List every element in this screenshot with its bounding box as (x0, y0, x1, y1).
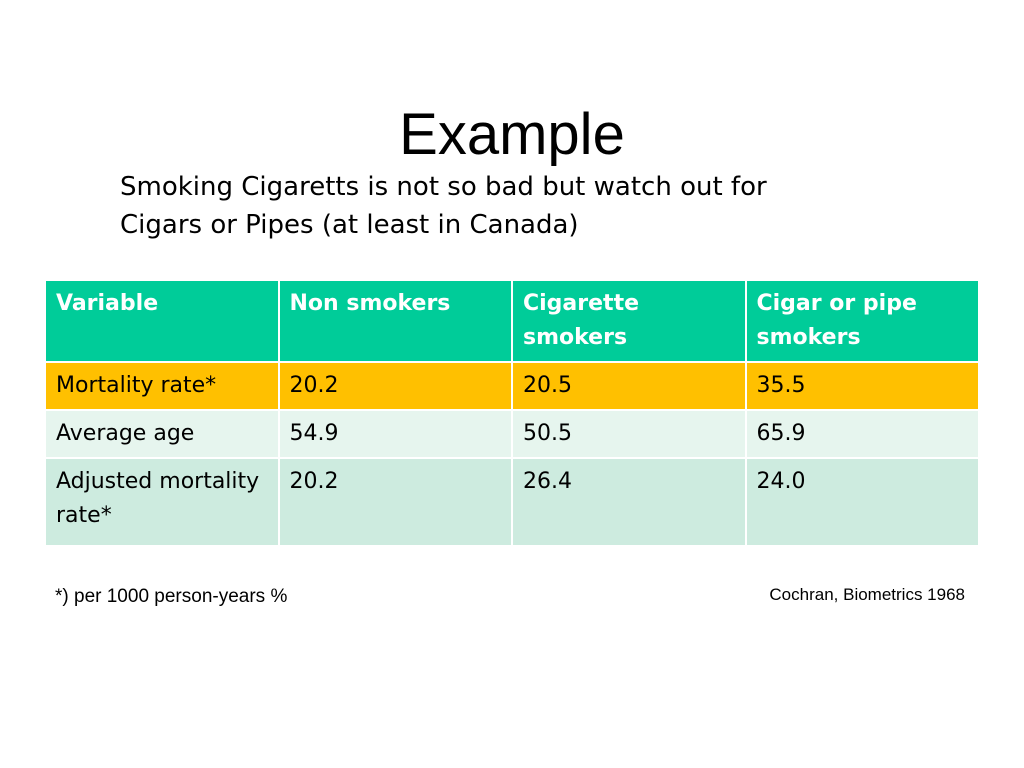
table-cell: 20.2 (277, 361, 513, 411)
row-label: Adjusted mortality rate* (44, 457, 280, 547)
slide-subtitle: Smoking Cigaretts is not so bad but watc… (120, 168, 920, 244)
row-label: Average age (44, 409, 280, 459)
table-cell: 20.5 (511, 361, 747, 411)
table-row: Average age 54.9 50.5 65.9 (44, 409, 980, 459)
table-cell: 65.9 (744, 409, 980, 459)
header-cigar-pipe-smokers: Cigar or pipe smokers (744, 279, 980, 363)
table-cell: 35.5 (744, 361, 980, 411)
subtitle-line: Smoking Cigaretts is not so bad but watc… (120, 172, 767, 202)
table-cell: 24.0 (744, 457, 980, 547)
subtitle-line: Cigars or Pipes (at least in Canada) (120, 210, 579, 240)
table-cell: 26.4 (511, 457, 747, 547)
table-cell: 20.2 (277, 457, 513, 547)
row-label: Mortality rate* (44, 361, 280, 411)
header-non-smokers: Non smokers (277, 279, 513, 363)
slide-title: Example (399, 102, 625, 167)
table-row: Mortality rate* 20.2 20.5 35.5 (44, 361, 980, 411)
table-header-row: Variable Non smokers Cigarette smokers C… (44, 279, 980, 363)
mortality-table: Variable Non smokers Cigarette smokers C… (44, 279, 980, 547)
table-cell: 50.5 (511, 409, 747, 459)
header-cigarette-smokers: Cigarette smokers (511, 279, 747, 363)
table-cell: 54.9 (277, 409, 513, 459)
header-variable: Variable (44, 279, 280, 363)
footnote: *) per 1000 person-years % (55, 586, 288, 607)
table-row: Adjusted mortality rate* 20.2 26.4 24.0 (44, 457, 980, 547)
source-citation: Cochran, Biometrics 1968 (769, 585, 965, 604)
